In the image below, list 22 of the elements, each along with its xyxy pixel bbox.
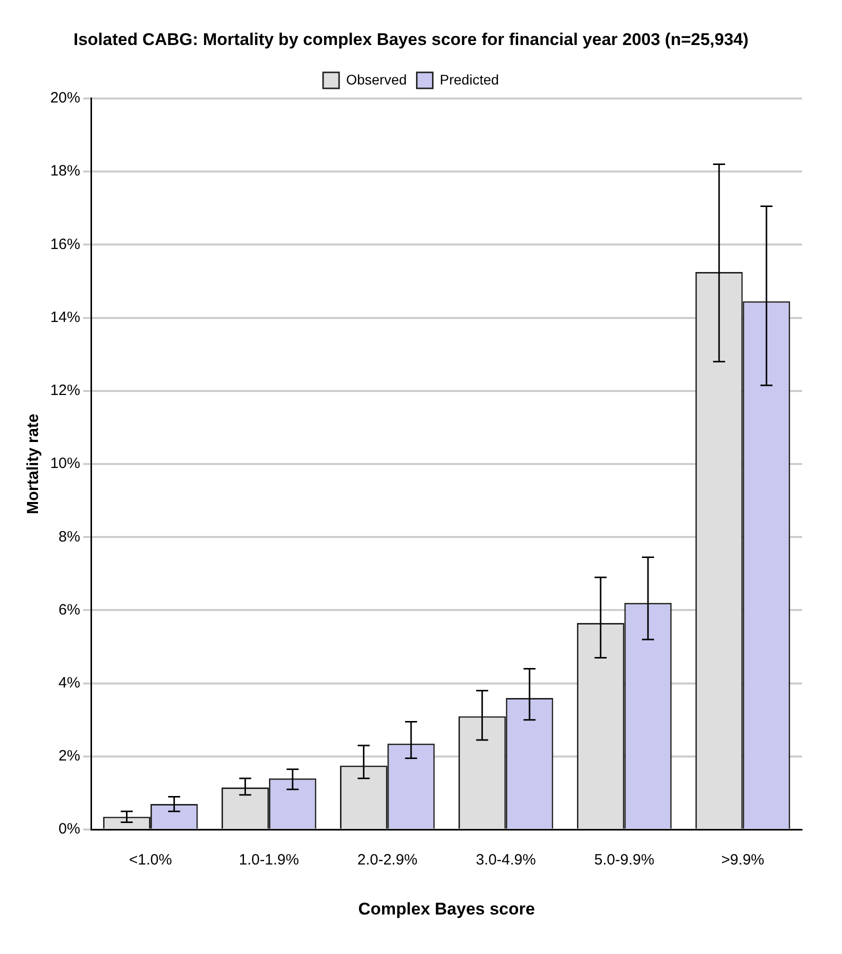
y-tick-label: 16%	[50, 236, 80, 253]
y-tick-label: 2%	[58, 748, 80, 765]
chart-title: Isolated CABG: Mortality by complex Bayes score for financial year 2003 (n=25,934)	[73, 30, 749, 49]
x-tick-label: 3.0-4.9%	[476, 852, 536, 869]
y-tick-label: 14%	[50, 308, 80, 326]
y-tick-label: 12%	[50, 382, 80, 400]
y-axis-title: Mortality rate	[25, 414, 42, 514]
x-tick-label: 1.0-1.9%	[238, 852, 299, 869]
x-tick-label: >9.9%	[721, 852, 764, 869]
legend-label: Observed	[346, 71, 407, 88]
y-tick-label: 18%	[50, 162, 80, 180]
x-tick-label: 2.0-2.9%	[357, 852, 418, 869]
x-axis-title: Complex Bayes score	[358, 899, 535, 918]
legend-label: Predicted	[440, 71, 499, 88]
y-tick-label: 20%	[50, 90, 80, 107]
y-tick-label: 4%	[58, 674, 80, 692]
y-tick-label: 8%	[58, 528, 80, 546]
y-tick-label: 10%	[50, 455, 80, 472]
y-tick-label: 0%	[58, 820, 80, 838]
x-tick-label: <1.0%	[128, 852, 172, 869]
y-tick-label: 6%	[58, 601, 80, 618]
x-tick-label: 5.0-9.9%	[594, 852, 654, 869]
